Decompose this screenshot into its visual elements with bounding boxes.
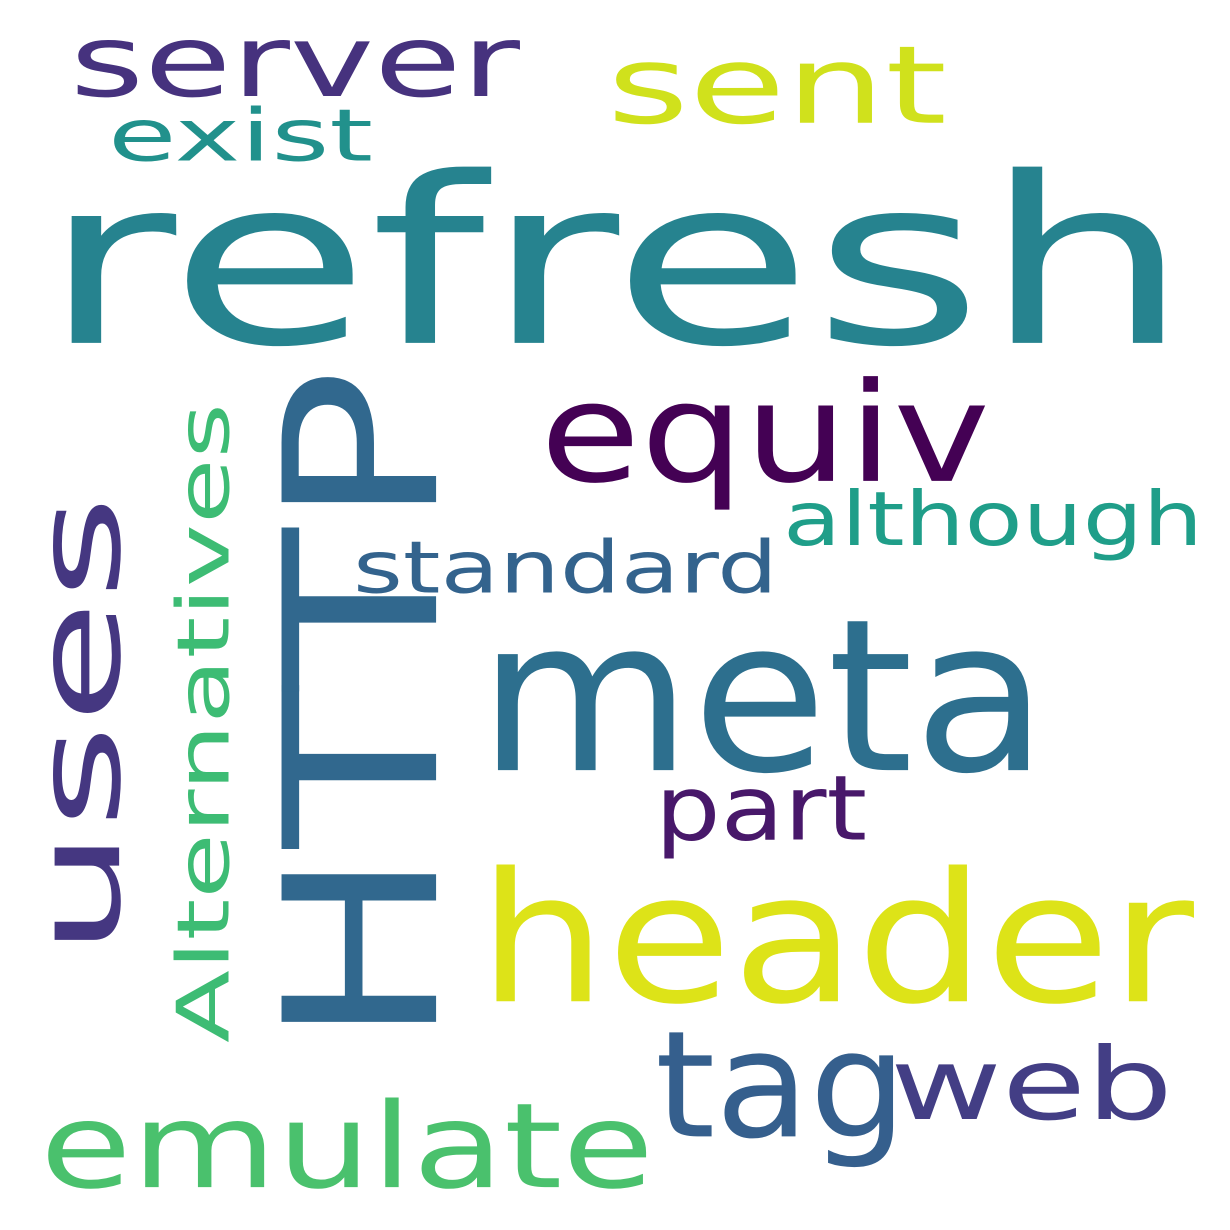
word-web: web <box>890 1026 1173 1143</box>
word-emulate: emulate <box>40 1077 654 1216</box>
word-exist: exist <box>108 93 373 178</box>
word-refresh: refresh <box>42 127 1190 399</box>
word-alternatives: Alternatives <box>161 403 246 1043</box>
word-sent: sent <box>607 22 947 149</box>
word-server: server <box>70 3 520 120</box>
word-standard: standard <box>353 525 778 610</box>
word-equiv: equiv <box>540 352 990 515</box>
word-header: header <box>478 833 1194 1045</box>
word-http: HTTP <box>238 368 487 1048</box>
word-although: although <box>783 475 1203 563</box>
word-tag: tag <box>655 998 907 1172</box>
word-uses: uses <box>9 495 148 957</box>
word-part: part <box>655 755 867 862</box>
word-meta: meta <box>478 572 1048 821</box>
